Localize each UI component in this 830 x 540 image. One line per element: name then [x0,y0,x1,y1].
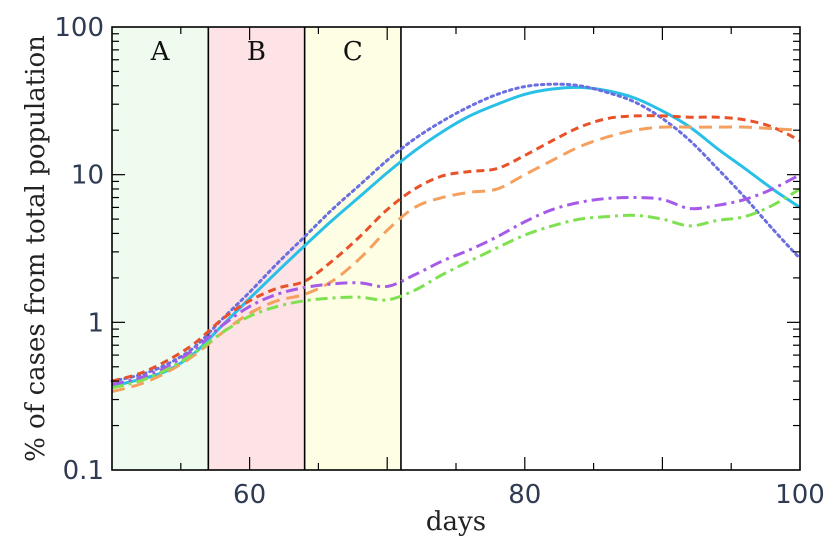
y-axis-title: % of cases from total population [21,35,51,462]
x-tick-label: 80 [508,480,541,510]
axis-labels: 60 80 100 0.1 1 10 100 [54,13,824,510]
region-b-label: B [247,37,266,67]
y-tick-label: 1 [87,308,104,338]
series-dash-dot-purple [111,173,801,386]
plot-frame [111,26,801,471]
region-b-shade [208,27,305,470]
shaded-regions: A B C [112,27,402,470]
series-dash-dot-green [111,187,801,390]
x-tick-label: 60 [233,480,266,510]
series-short-dash-red [111,114,801,383]
region-c-label: C [343,37,363,67]
y-tick-label: 0.1 [63,456,104,486]
region-c-shade [304,27,401,470]
x-tick-label: 100 [775,480,825,510]
x-axis-title: days [426,507,486,537]
y-tick-label: 10 [71,161,104,191]
region-a-label: A [150,37,171,67]
series-lines [110,82,802,393]
axis-ticks [112,27,800,470]
region-a-shade [112,27,209,470]
y-tick-label: 100 [54,13,104,43]
